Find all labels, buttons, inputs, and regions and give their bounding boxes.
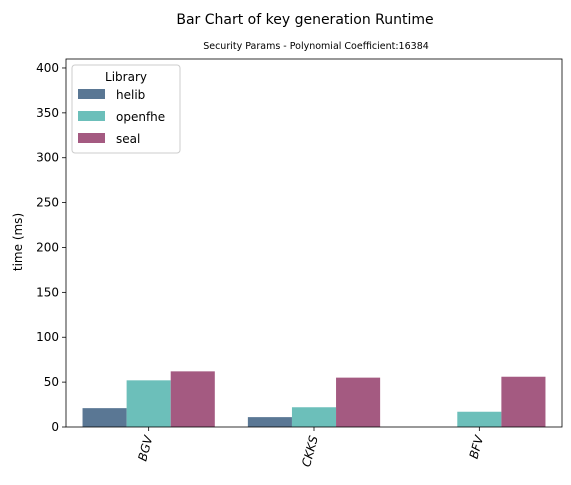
bar-openfhe-BFV <box>457 411 502 427</box>
chart-subtitle: Security Params - Polynomial Coefficient… <box>203 41 429 52</box>
axes-frame <box>65 58 563 428</box>
y-tick-label: 400 <box>36 61 59 75</box>
y-tick-label: 150 <box>36 285 59 299</box>
legend-label-openfhe: openfhe <box>116 110 165 124</box>
y-tick-label: 100 <box>36 330 59 344</box>
legend-swatch-helib <box>78 89 105 99</box>
y-tick-label: 0 <box>51 420 59 434</box>
plot-area: 0 50 100 150 200 250 300 350 400 BGV CKKS BFV <box>36 58 563 469</box>
bar-helib-CKKS <box>247 417 292 427</box>
legend-label-helib: helib <box>116 88 145 102</box>
x-tick-label: BFV <box>467 433 487 460</box>
bar-openfhe-BGV <box>126 380 171 427</box>
y-tick-label: 50 <box>44 375 59 389</box>
x-tick-label: CKKS <box>299 434 321 469</box>
legend-box <box>71 64 181 154</box>
chart-title: Bar Chart of key generation Runtime <box>176 12 433 28</box>
bar-seal-CKKS <box>336 377 381 427</box>
bar-seal-BFV <box>501 376 546 427</box>
bar-seal-BGV <box>170 371 215 427</box>
bar-openfhe-CKKS <box>291 407 337 427</box>
legend: Library helib openfhe seal <box>71 64 181 154</box>
y-tick-label: 200 <box>36 240 59 254</box>
bar-helib-BGV <box>82 408 127 427</box>
legend-swatch-openfhe <box>78 111 105 121</box>
x-tick-label: BGV <box>135 433 155 462</box>
y-axis-label: time (ms) <box>11 213 25 271</box>
legend-title: Library <box>105 70 147 84</box>
legend-label-seal: seal <box>116 132 140 146</box>
y-tick-label: 350 <box>36 106 59 120</box>
y-tick-label: 300 <box>36 151 59 165</box>
y-tick-label: 250 <box>36 196 59 210</box>
legend-swatch-seal <box>78 133 105 143</box>
